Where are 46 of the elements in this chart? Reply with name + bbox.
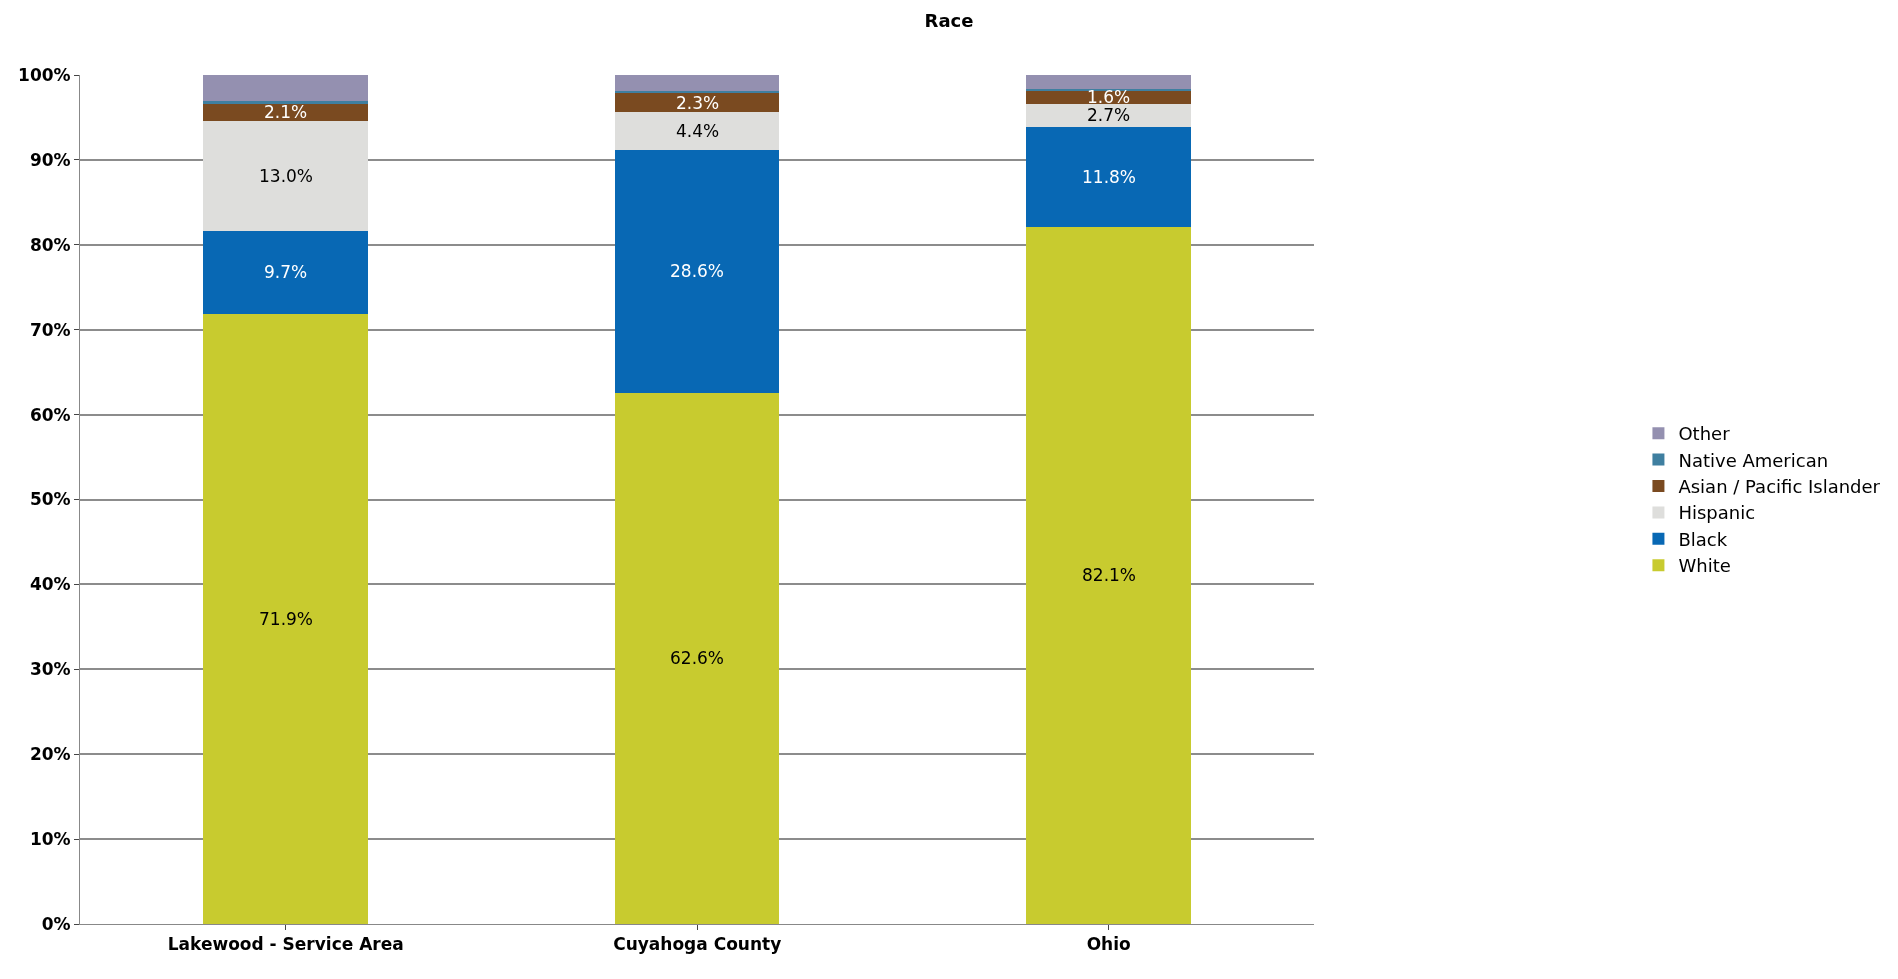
y-tick-label: 60%: [29, 404, 71, 425]
bar: [203, 101, 369, 104]
data-label: 11.8%: [1082, 167, 1137, 187]
data-label: 9.7%: [264, 262, 308, 282]
y-tick-label: 100%: [18, 64, 71, 85]
y-tick-label: 0%: [41, 913, 71, 934]
bar: [203, 120, 369, 232]
legend-label: Black: [1678, 528, 1728, 550]
bar: [203, 75, 369, 102]
data-label: 28.6%: [670, 261, 725, 281]
data-label: 4.4%: [676, 121, 720, 141]
bar: [203, 231, 369, 314]
y-tick-label: 70%: [29, 319, 71, 340]
bar: [1026, 75, 1191, 89]
data-label: 62.6%: [670, 648, 725, 668]
x-tick-label: Cuyahoga County: [613, 934, 782, 955]
bar: [614, 75, 780, 92]
legend-label: White: [1678, 555, 1731, 577]
data-label: 1.6%: [1087, 87, 1131, 107]
chart-title: Race: [924, 10, 974, 32]
bar: [614, 392, 780, 924]
y-tick-label: 40%: [29, 574, 71, 595]
data-label: 82.1%: [1082, 565, 1137, 585]
x-tick-label: Ohio: [1086, 934, 1131, 955]
bar: [614, 149, 780, 393]
bar: [1026, 103, 1191, 127]
data-label: 71.9%: [259, 609, 314, 629]
bar: [203, 313, 369, 924]
y-tick-label: 90%: [29, 149, 71, 170]
data-label: 2.3%: [676, 93, 720, 113]
y-tick-label: 10%: [29, 829, 71, 850]
bar: [1026, 126, 1191, 227]
data-label: 13.0%: [259, 166, 314, 186]
legend-label: Hispanic: [1678, 502, 1756, 524]
legend-label: Other: [1678, 423, 1731, 445]
y-tick-label: 20%: [29, 744, 71, 765]
y-tick-label: 30%: [29, 659, 71, 680]
data-label: 2.1%: [264, 102, 308, 122]
x-tick-label: Lakewood - Service Area: [167, 934, 404, 955]
bar: [614, 112, 780, 150]
legend-label: Native American: [1678, 449, 1829, 471]
legend-label: Asian / Pacific Islander: [1678, 476, 1881, 498]
y-tick-label: 50%: [29, 489, 71, 510]
bar: [1026, 226, 1191, 924]
y-tick-label: 80%: [29, 234, 71, 255]
data-label: 2.7%: [1087, 105, 1131, 125]
